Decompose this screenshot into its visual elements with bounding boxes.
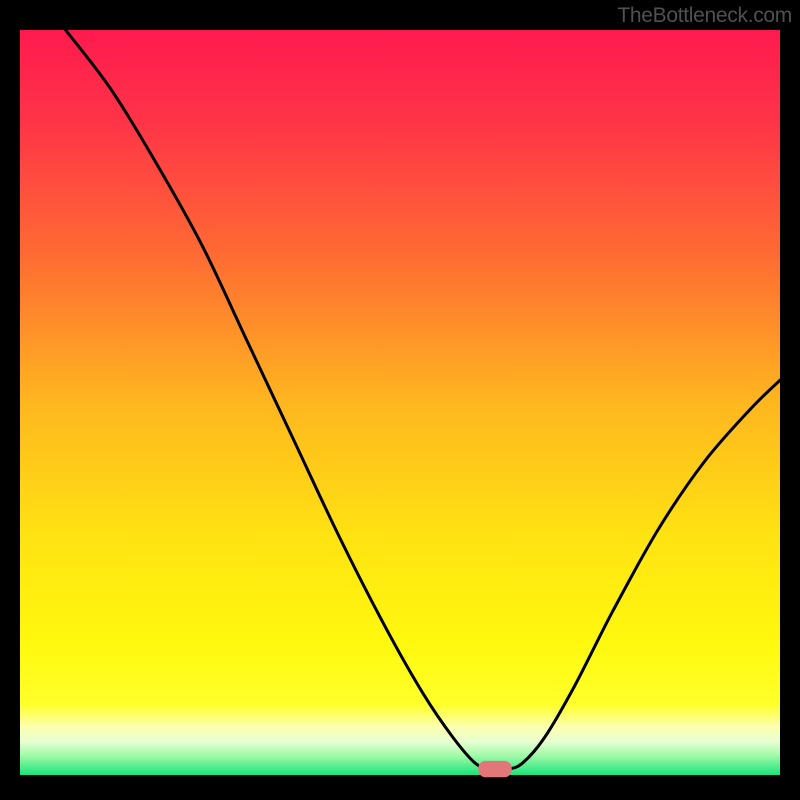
attribution-text: TheBottleneck.com xyxy=(617,4,792,28)
chart-plot-bg xyxy=(20,30,780,775)
bottleneck-chart xyxy=(0,0,800,800)
min-marker xyxy=(478,761,511,777)
